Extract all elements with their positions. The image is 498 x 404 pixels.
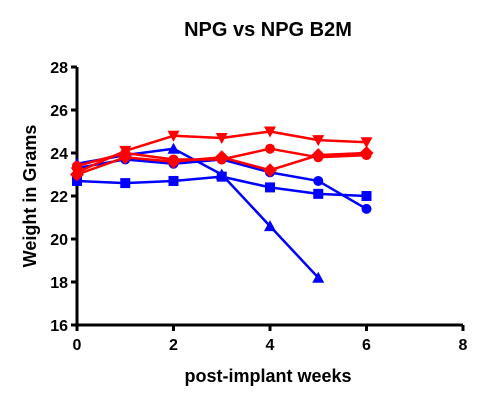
data-point-circle: [72, 160, 82, 171]
y-tick-label: 22: [50, 189, 68, 206]
data-point-square: [120, 178, 131, 189]
data-point-triangle-up: [312, 271, 325, 283]
series-line: [76, 147, 320, 279]
data-point-diamond: [70, 167, 84, 182]
data-point-circle: [361, 203, 372, 214]
data-point-circle: [120, 148, 131, 158]
data-point-square: [168, 175, 179, 186]
x-tick-label: 2: [169, 337, 178, 354]
data-point-triangle-down: [167, 130, 180, 142]
data-point-triangle-up: [167, 142, 180, 154]
data-point-circle: [216, 154, 227, 165]
series-layer: [70, 126, 374, 283]
y-tick-label: 24: [50, 146, 68, 163]
y-tick-label: 28: [50, 60, 68, 77]
data-point-triangle-down: [360, 137, 373, 149]
x-tick-label: 0: [73, 337, 82, 354]
x-tick-label: 4: [266, 337, 275, 354]
data-point-circle: [265, 143, 275, 154]
y-tick-label: 16: [50, 318, 68, 335]
x-axis-label: post-implant weeks: [184, 366, 351, 386]
x-tick-label: 8: [459, 337, 468, 354]
y-tick-label: 20: [50, 232, 68, 249]
y-tick-label: 26: [50, 103, 68, 120]
data-point-circle: [168, 154, 179, 165]
data-point-circle: [313, 175, 324, 186]
chart-title: NPG vs NPG B2M: [184, 19, 352, 41]
data-point-triangle-down: [264, 126, 276, 138]
data-point-circle: [361, 150, 372, 161]
y-axis-label: Weight in Grams: [20, 125, 40, 268]
series-6: [72, 143, 372, 171]
data-point-square: [313, 188, 324, 199]
data-point-triangle-down: [215, 132, 228, 144]
y-tick-label: 18: [50, 275, 68, 292]
data-point-triangle-up: [264, 220, 276, 232]
data-point-triangle-down: [312, 135, 325, 147]
data-point-circle: [313, 152, 324, 163]
data-point-square: [361, 191, 372, 201]
data-point-diamond: [263, 163, 277, 178]
data-point-triangle-up: [215, 168, 228, 180]
data-point-square: [265, 182, 275, 193]
x-tick-label: 6: [362, 337, 371, 354]
